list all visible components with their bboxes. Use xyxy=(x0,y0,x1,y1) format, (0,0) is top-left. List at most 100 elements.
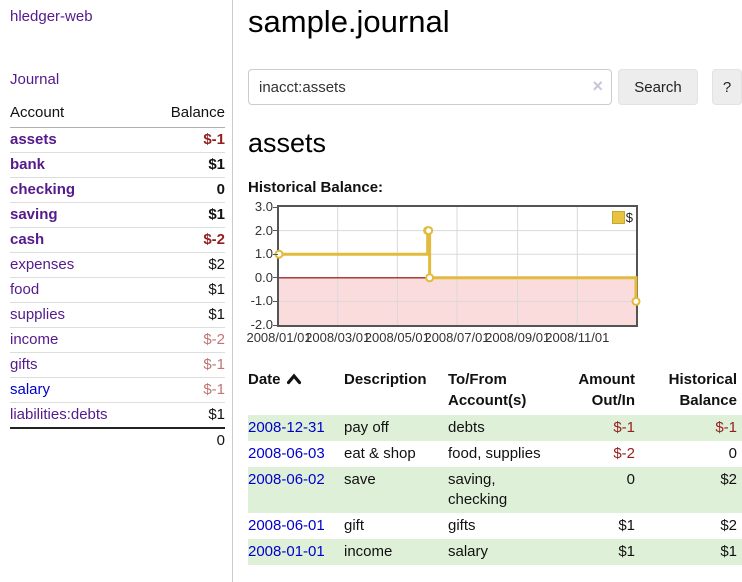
transaction-date-link[interactable]: 2008-06-01 xyxy=(248,517,325,534)
account-link-checking[interactable]: checking xyxy=(10,181,76,198)
transaction-accounts: salary xyxy=(448,543,489,560)
balance-chart: $ 3.0 2.0 1.0 0.0 -1.0 -2.0 2008/01/01 2008/03/… xyxy=(246,200,742,349)
y-axis-tick xyxy=(273,277,278,279)
search-button[interactable]: Search xyxy=(618,69,698,105)
register-row: 2008-01-01 income salary $1 $1 xyxy=(248,539,742,565)
register-table: Date Description To/From Account(s) Amou… xyxy=(248,367,742,565)
account-link-expenses[interactable]: expenses xyxy=(10,256,75,273)
account-balance: $-1 xyxy=(203,381,225,398)
account-balance: $1 xyxy=(208,306,225,323)
accounts-total-value: 0 xyxy=(216,432,225,449)
y-axis-label: -1.0 xyxy=(250,293,273,309)
transaction-amount: $1 xyxy=(618,543,635,560)
app-title-link[interactable]: hledger-web xyxy=(10,8,93,25)
transaction-amount: 0 xyxy=(626,471,635,488)
clear-search-icon[interactable]: × xyxy=(592,76,603,96)
y-axis-tick xyxy=(273,253,278,255)
sidebar-item-journal[interactable]: Journal xyxy=(10,71,60,88)
register-header-date[interactable]: Date xyxy=(248,367,344,415)
y-axis-tick xyxy=(273,324,278,326)
transaction-description: pay off xyxy=(344,419,389,436)
register-header-balance: Historical Balance xyxy=(668,371,737,409)
register-header-accounts: To/From Account(s) xyxy=(448,371,527,409)
transaction-description: save xyxy=(344,471,376,488)
transaction-accounts: debts xyxy=(448,419,485,436)
account-link-cash[interactable]: cash xyxy=(10,231,45,248)
account-link-bank[interactable]: bank xyxy=(10,156,46,173)
accounts-col-header: Account xyxy=(10,104,65,121)
register-row: 2008-06-03 eat & shop food, supplies $-2… xyxy=(248,441,742,467)
transaction-date-link[interactable]: 2008-12-31 xyxy=(248,419,325,436)
transaction-balance: 0 xyxy=(728,445,737,462)
account-balance: $1 xyxy=(208,406,225,423)
account-link-food[interactable]: food xyxy=(10,281,40,298)
y-axis-tick xyxy=(273,230,278,232)
x-axis-label: 2008/03/01 xyxy=(305,330,371,345)
transaction-date-link[interactable]: 2008-06-02 xyxy=(248,471,325,488)
account-link-saving[interactable]: saving xyxy=(10,206,58,223)
chart-label: Historical Balance: xyxy=(248,179,384,196)
register-header-amount: Amount Out/In xyxy=(578,371,635,409)
x-axis-label: 2008/09/01 xyxy=(485,330,551,345)
transaction-date-link[interactable]: 2008-01-01 xyxy=(248,543,325,560)
chart-plot-area: $ xyxy=(274,205,641,327)
account-row: gifts $-1 xyxy=(10,352,225,378)
account-balance: $-1 xyxy=(203,131,225,148)
account-link-income[interactable]: income xyxy=(10,331,59,348)
transaction-balance: $1 xyxy=(720,543,737,560)
transaction-balance: $-1 xyxy=(715,419,737,436)
help-button[interactable]: ? xyxy=(712,69,742,105)
account-link-assets[interactable]: assets xyxy=(10,131,57,148)
account-link-gifts[interactable]: gifts xyxy=(10,356,38,373)
account-link-liabilities-debts[interactable]: liabilities:debts xyxy=(10,406,108,423)
accounts-total-row: 0 xyxy=(10,428,225,453)
account-row: bank $1 xyxy=(10,152,225,178)
y-axis-label: 0.0 xyxy=(254,269,273,285)
chart-svg xyxy=(274,207,641,325)
y-axis-label: 2.0 xyxy=(254,222,273,238)
account-row: saving $1 xyxy=(10,202,225,228)
search-bar: × Search ? xyxy=(248,69,742,105)
register-row: 2008-12-31 pay off debts $-1 $-1 xyxy=(248,415,742,441)
account-row: liabilities:debts $1 xyxy=(10,402,225,429)
y-axis-label: 3.0 xyxy=(254,199,273,214)
account-row: supplies $1 xyxy=(10,302,225,328)
account-row: assets $-1 xyxy=(10,128,225,153)
x-axis-label: 2008/01/01 xyxy=(246,330,312,345)
search-input[interactable] xyxy=(248,69,612,105)
register-header-description: Description xyxy=(344,371,427,388)
transaction-amount: $1 xyxy=(618,517,635,534)
account-row: salary $-1 xyxy=(10,377,225,403)
account-balance: $-2 xyxy=(203,331,225,348)
account-heading: assets xyxy=(248,128,327,158)
account-link-supplies[interactable]: supplies xyxy=(10,306,66,323)
transaction-description: income xyxy=(344,543,393,560)
y-axis-tick xyxy=(273,300,278,302)
balance-col-header: Balance xyxy=(170,104,225,121)
account-balance: $1 xyxy=(208,156,225,173)
main-content: sample.journal × Search ? assets Histori… xyxy=(246,0,742,565)
transaction-balance: $2 xyxy=(720,471,737,488)
account-balance: 0 xyxy=(216,181,225,198)
x-axis-label: 2008/07/01 xyxy=(424,330,490,345)
transaction-amount: $-1 xyxy=(613,419,635,436)
transaction-date-link[interactable]: 2008-06-03 xyxy=(248,445,325,462)
x-axis-label: 2008/05/01 xyxy=(364,330,430,345)
y-axis-tick xyxy=(273,206,278,208)
account-row: checking 0 xyxy=(10,177,225,203)
sidebar: hledger-web Journal Account Balance asse… xyxy=(0,0,233,582)
account-row: income $-2 xyxy=(10,327,225,353)
account-balance: $2 xyxy=(208,256,225,273)
account-balance: $1 xyxy=(208,281,225,298)
account-row: food $1 xyxy=(10,277,225,303)
transaction-amount: $-2 xyxy=(613,445,635,462)
legend-label: $ xyxy=(625,210,633,225)
account-link-salary[interactable]: salary xyxy=(10,381,51,398)
transaction-accounts: saving, checking xyxy=(448,471,508,508)
transaction-accounts: food, supplies xyxy=(448,445,541,462)
y-axis-label: 1.0 xyxy=(254,246,273,262)
account-row: cash $-2 xyxy=(10,227,225,253)
register-row: 2008-06-01 gift gifts $1 $2 xyxy=(248,513,742,539)
account-row: expenses $2 xyxy=(10,252,225,278)
page-title: sample.journal xyxy=(248,4,450,39)
